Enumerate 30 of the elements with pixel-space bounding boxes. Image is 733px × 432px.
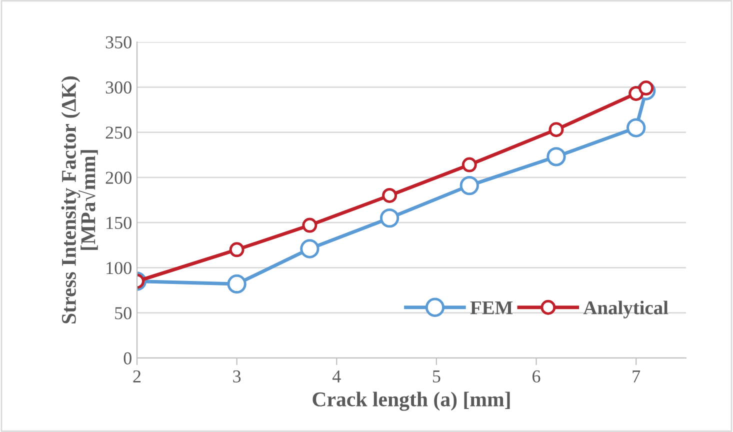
point [546, 147, 566, 166]
x-tick-label: 7 [632, 370, 640, 382]
point [227, 274, 246, 294]
y-tick-label: 250 [106, 126, 132, 139]
y-tick-label: 300 [106, 81, 132, 94]
legend-label: FEM [470, 301, 513, 314]
y-tick-label: 0 [124, 352, 132, 364]
x-tick-label: 3 [233, 370, 241, 383]
point [462, 157, 477, 172]
x-tick-label: 6 [532, 370, 540, 383]
point [382, 188, 398, 203]
point [460, 176, 479, 196]
y-tick-label: 50 [115, 307, 132, 320]
y-tick-label: 100 [106, 262, 132, 274]
point [626, 118, 646, 138]
x-tick-label: 4 [332, 370, 341, 382]
x-tick-label: 5 [432, 370, 440, 383]
y-tick-label: 150 [106, 216, 132, 230]
point [229, 242, 244, 258]
legend-label: Analytical [583, 300, 668, 318]
x-axis-title: Crack length (a) [mm] [312, 392, 510, 411]
point [638, 80, 654, 96]
y-axis-title: Stress Intensity Factor (ΔK) [MPa√mm] [61, 76, 98, 324]
y-tick-label: 200 [106, 172, 132, 184]
point [300, 239, 320, 258]
x-tick-label: 2 [133, 370, 141, 382]
point [380, 208, 400, 228]
point [302, 218, 318, 233]
y-tick-label: 350 [106, 36, 132, 48]
point [548, 122, 564, 138]
